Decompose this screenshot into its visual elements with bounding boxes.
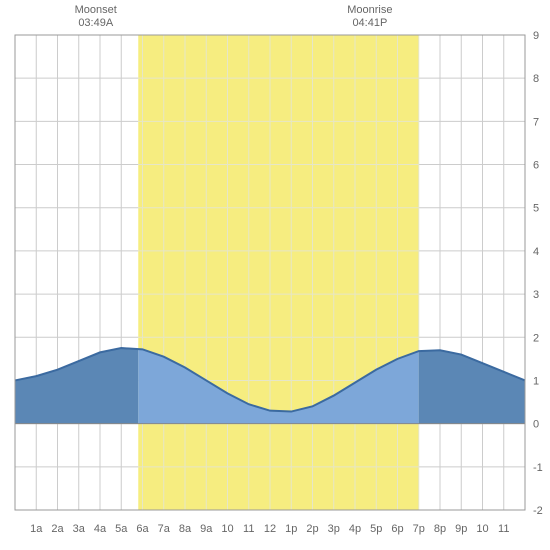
x-tick-label: 6a [136,523,149,535]
x-tick-label: 1a [30,523,43,535]
x-tick-label: 11 [243,523,254,535]
x-tick-label: 10 [476,523,488,535]
x-tick-label: 3p [328,523,340,535]
y-tick-label: 2 [533,332,539,344]
y-tick-label: 1 [533,375,539,387]
moonrise-title: Moonrise [340,4,400,17]
chart-svg: -2-101234567891a2a3a4a5a6a7a8a9a1011121p… [0,0,550,550]
x-tick-label: 10 [221,523,233,535]
y-tick-label: 9 [533,30,539,42]
y-tick-label: 8 [533,73,539,85]
x-tick-label: 7a [158,523,171,535]
x-tick-label: 12 [264,523,276,535]
x-tick-label: 9a [200,523,213,535]
y-tick-label: 4 [533,246,539,258]
moonset-title: Moonset [66,4,126,17]
y-tick-label: 6 [533,160,539,172]
x-tick-label: 1p [285,523,297,535]
y-tick-label: 7 [533,116,539,128]
x-tick-label: 8a [179,523,192,535]
y-tick-label: 0 [533,419,539,431]
x-tick-label: 3a [73,523,86,535]
moonset-label: Moonset 03:49A [66,4,126,30]
x-tick-label: 5p [370,523,382,535]
x-tick-label: 11 [498,523,509,535]
tide-chart: -2-101234567891a2a3a4a5a6a7a8a9a1011121p… [0,0,550,550]
moonrise-time: 04:41P [340,17,400,30]
x-tick-label: 4a [94,523,107,535]
y-tick-label: 5 [533,203,539,215]
x-tick-label: 9p [455,523,467,535]
x-tick-label: 7p [413,523,425,535]
moonrise-label: Moonrise 04:41P [340,4,400,30]
x-tick-label: 8p [434,523,446,535]
x-tick-label: 6p [391,523,403,535]
y-tick-label: -2 [533,505,543,517]
x-tick-label: 4p [349,523,361,535]
x-tick-label: 2p [306,523,318,535]
moonset-time: 03:49A [66,17,126,30]
y-tick-label: -1 [533,462,543,474]
x-tick-label: 5a [115,523,128,535]
x-tick-label: 2a [51,523,64,535]
y-tick-label: 3 [533,289,539,301]
